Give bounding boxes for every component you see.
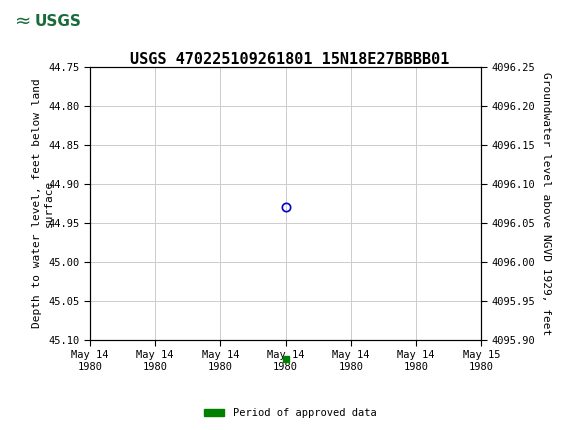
- Text: ≈: ≈: [14, 12, 31, 31]
- Text: USGS 470225109261801 15N18E27BBBB01: USGS 470225109261801 15N18E27BBBB01: [130, 52, 450, 67]
- Y-axis label: Groundwater level above NGVD 1929, feet: Groundwater level above NGVD 1929, feet: [541, 71, 551, 335]
- Legend: Period of approved data: Period of approved data: [200, 404, 380, 423]
- Bar: [3, 2, 113, 43]
- Y-axis label: Depth to water level, feet below land
surface: Depth to water level, feet below land su…: [32, 78, 53, 328]
- Text: USGS: USGS: [35, 14, 81, 29]
